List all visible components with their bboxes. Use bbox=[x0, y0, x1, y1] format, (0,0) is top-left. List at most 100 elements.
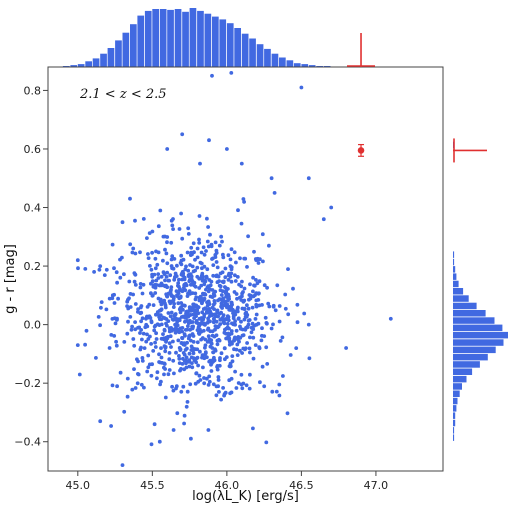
scatter-point bbox=[234, 260, 238, 265]
scatter-point bbox=[110, 317, 115, 321]
scatter-point bbox=[177, 354, 181, 358]
scatter-point bbox=[159, 322, 164, 327]
scatter-point bbox=[171, 266, 176, 271]
scatter-point bbox=[206, 225, 211, 229]
scatter-point bbox=[219, 351, 224, 356]
scatter-point bbox=[195, 246, 200, 251]
y-histogram-bar bbox=[453, 302, 477, 310]
x-histogram-bar bbox=[241, 33, 249, 67]
scatter-point bbox=[239, 372, 244, 377]
scatter-point bbox=[249, 330, 254, 335]
scatter-point bbox=[114, 339, 118, 344]
y-histogram-bar bbox=[453, 353, 488, 361]
scatter-point bbox=[245, 265, 249, 269]
scatter-point bbox=[97, 267, 102, 272]
scatter-point bbox=[221, 252, 225, 257]
scatter-point bbox=[177, 356, 182, 361]
x-histogram-bar bbox=[234, 28, 241, 67]
scatter-point bbox=[283, 306, 288, 311]
scatter-point bbox=[229, 300, 234, 305]
scatter-point bbox=[197, 298, 202, 303]
y-histogram-bar bbox=[453, 412, 456, 419]
scatter-point bbox=[182, 413, 187, 418]
scatter-point bbox=[149, 281, 153, 286]
scatter-point bbox=[248, 372, 252, 377]
scatter-point bbox=[262, 384, 267, 389]
y-histogram-bar bbox=[453, 317, 495, 324]
scatter-point bbox=[169, 326, 174, 330]
scatter-point bbox=[263, 315, 268, 320]
scatter-point bbox=[206, 428, 211, 432]
scatter-point bbox=[145, 305, 150, 309]
scatter-points bbox=[75, 71, 393, 467]
scatter-point bbox=[189, 436, 193, 441]
scatter-point bbox=[186, 232, 191, 236]
scatter-point bbox=[139, 328, 144, 332]
scatter-point bbox=[231, 316, 236, 321]
scatter-point bbox=[206, 327, 210, 332]
scatter-point bbox=[233, 369, 238, 374]
scatter-point bbox=[113, 321, 118, 326]
scatter-point bbox=[221, 313, 226, 318]
scatter-point bbox=[178, 306, 183, 311]
scatter-point bbox=[278, 339, 283, 343]
scatter-point bbox=[248, 296, 253, 301]
scatter-point bbox=[269, 176, 274, 181]
scatter-point bbox=[165, 261, 170, 266]
scatter-point bbox=[178, 287, 182, 291]
scatter-point bbox=[115, 280, 119, 285]
scatter-point bbox=[225, 147, 229, 151]
scatter-point bbox=[203, 351, 208, 355]
scatter-point bbox=[112, 292, 116, 297]
scatter-point bbox=[206, 334, 211, 339]
scatter-point bbox=[164, 321, 168, 326]
scatter-point bbox=[189, 245, 194, 250]
scatter-point bbox=[156, 224, 161, 229]
y-histogram-bar bbox=[453, 258, 455, 266]
scatter-point bbox=[233, 319, 238, 324]
scatter-point bbox=[149, 342, 154, 346]
scatter-point bbox=[172, 301, 177, 306]
scatter-point bbox=[180, 132, 185, 137]
scatter-point bbox=[271, 304, 276, 309]
scatter-point bbox=[107, 346, 112, 350]
scatter-point bbox=[253, 343, 258, 347]
scatter-point bbox=[138, 305, 143, 310]
scatter-point bbox=[223, 357, 227, 362]
scatter-point bbox=[269, 326, 274, 331]
scatter-point bbox=[232, 309, 237, 314]
x-marginal-histogram bbox=[62, 8, 368, 68]
x-histogram-bar bbox=[115, 40, 122, 67]
scatter-point bbox=[272, 191, 277, 195]
scatter-point bbox=[197, 237, 201, 242]
scatter-point bbox=[154, 337, 159, 341]
scatter-point bbox=[210, 73, 214, 78]
scatter-point bbox=[169, 264, 174, 268]
scatter-point bbox=[110, 242, 115, 247]
scatter-point bbox=[227, 338, 232, 342]
scatter-point bbox=[142, 385, 146, 390]
scatter-point bbox=[165, 240, 169, 245]
x-histogram-bar bbox=[70, 65, 78, 67]
scatter-point bbox=[164, 251, 169, 256]
scatter-point bbox=[190, 326, 195, 331]
scatter-point bbox=[217, 243, 222, 248]
scatter-point bbox=[148, 264, 152, 268]
scatter-point bbox=[180, 326, 185, 330]
scatter-point bbox=[233, 312, 238, 317]
scatter-point bbox=[179, 367, 183, 371]
scatter-point bbox=[246, 322, 251, 327]
scatter-point bbox=[251, 289, 255, 294]
scatter-point bbox=[191, 312, 196, 317]
scatter-point bbox=[153, 285, 158, 290]
y-histogram-bar bbox=[453, 368, 473, 375]
scatter-point bbox=[120, 255, 124, 260]
scatter-point bbox=[189, 355, 194, 360]
scatter-point bbox=[153, 266, 158, 271]
scatter-point bbox=[188, 263, 192, 267]
scatter-point bbox=[237, 282, 242, 287]
scatter-point bbox=[178, 294, 183, 299]
scatter-point bbox=[172, 277, 177, 282]
x-histogram-bar bbox=[286, 60, 294, 67]
scatter-point bbox=[114, 343, 119, 348]
